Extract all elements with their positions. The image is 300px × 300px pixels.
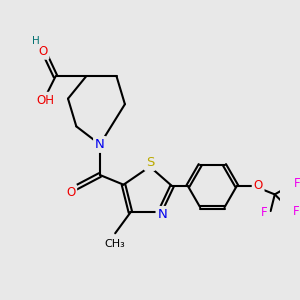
Text: O: O: [66, 186, 75, 199]
Text: F: F: [294, 177, 300, 190]
Text: H: H: [32, 36, 40, 46]
Text: O: O: [38, 45, 48, 58]
Text: S: S: [146, 156, 154, 169]
Text: N: N: [158, 208, 167, 221]
Text: F: F: [293, 205, 299, 218]
Text: F: F: [261, 206, 268, 219]
Text: O: O: [254, 179, 263, 192]
Text: CH₃: CH₃: [105, 239, 126, 249]
Text: OH: OH: [37, 94, 55, 106]
Text: N: N: [95, 138, 105, 151]
